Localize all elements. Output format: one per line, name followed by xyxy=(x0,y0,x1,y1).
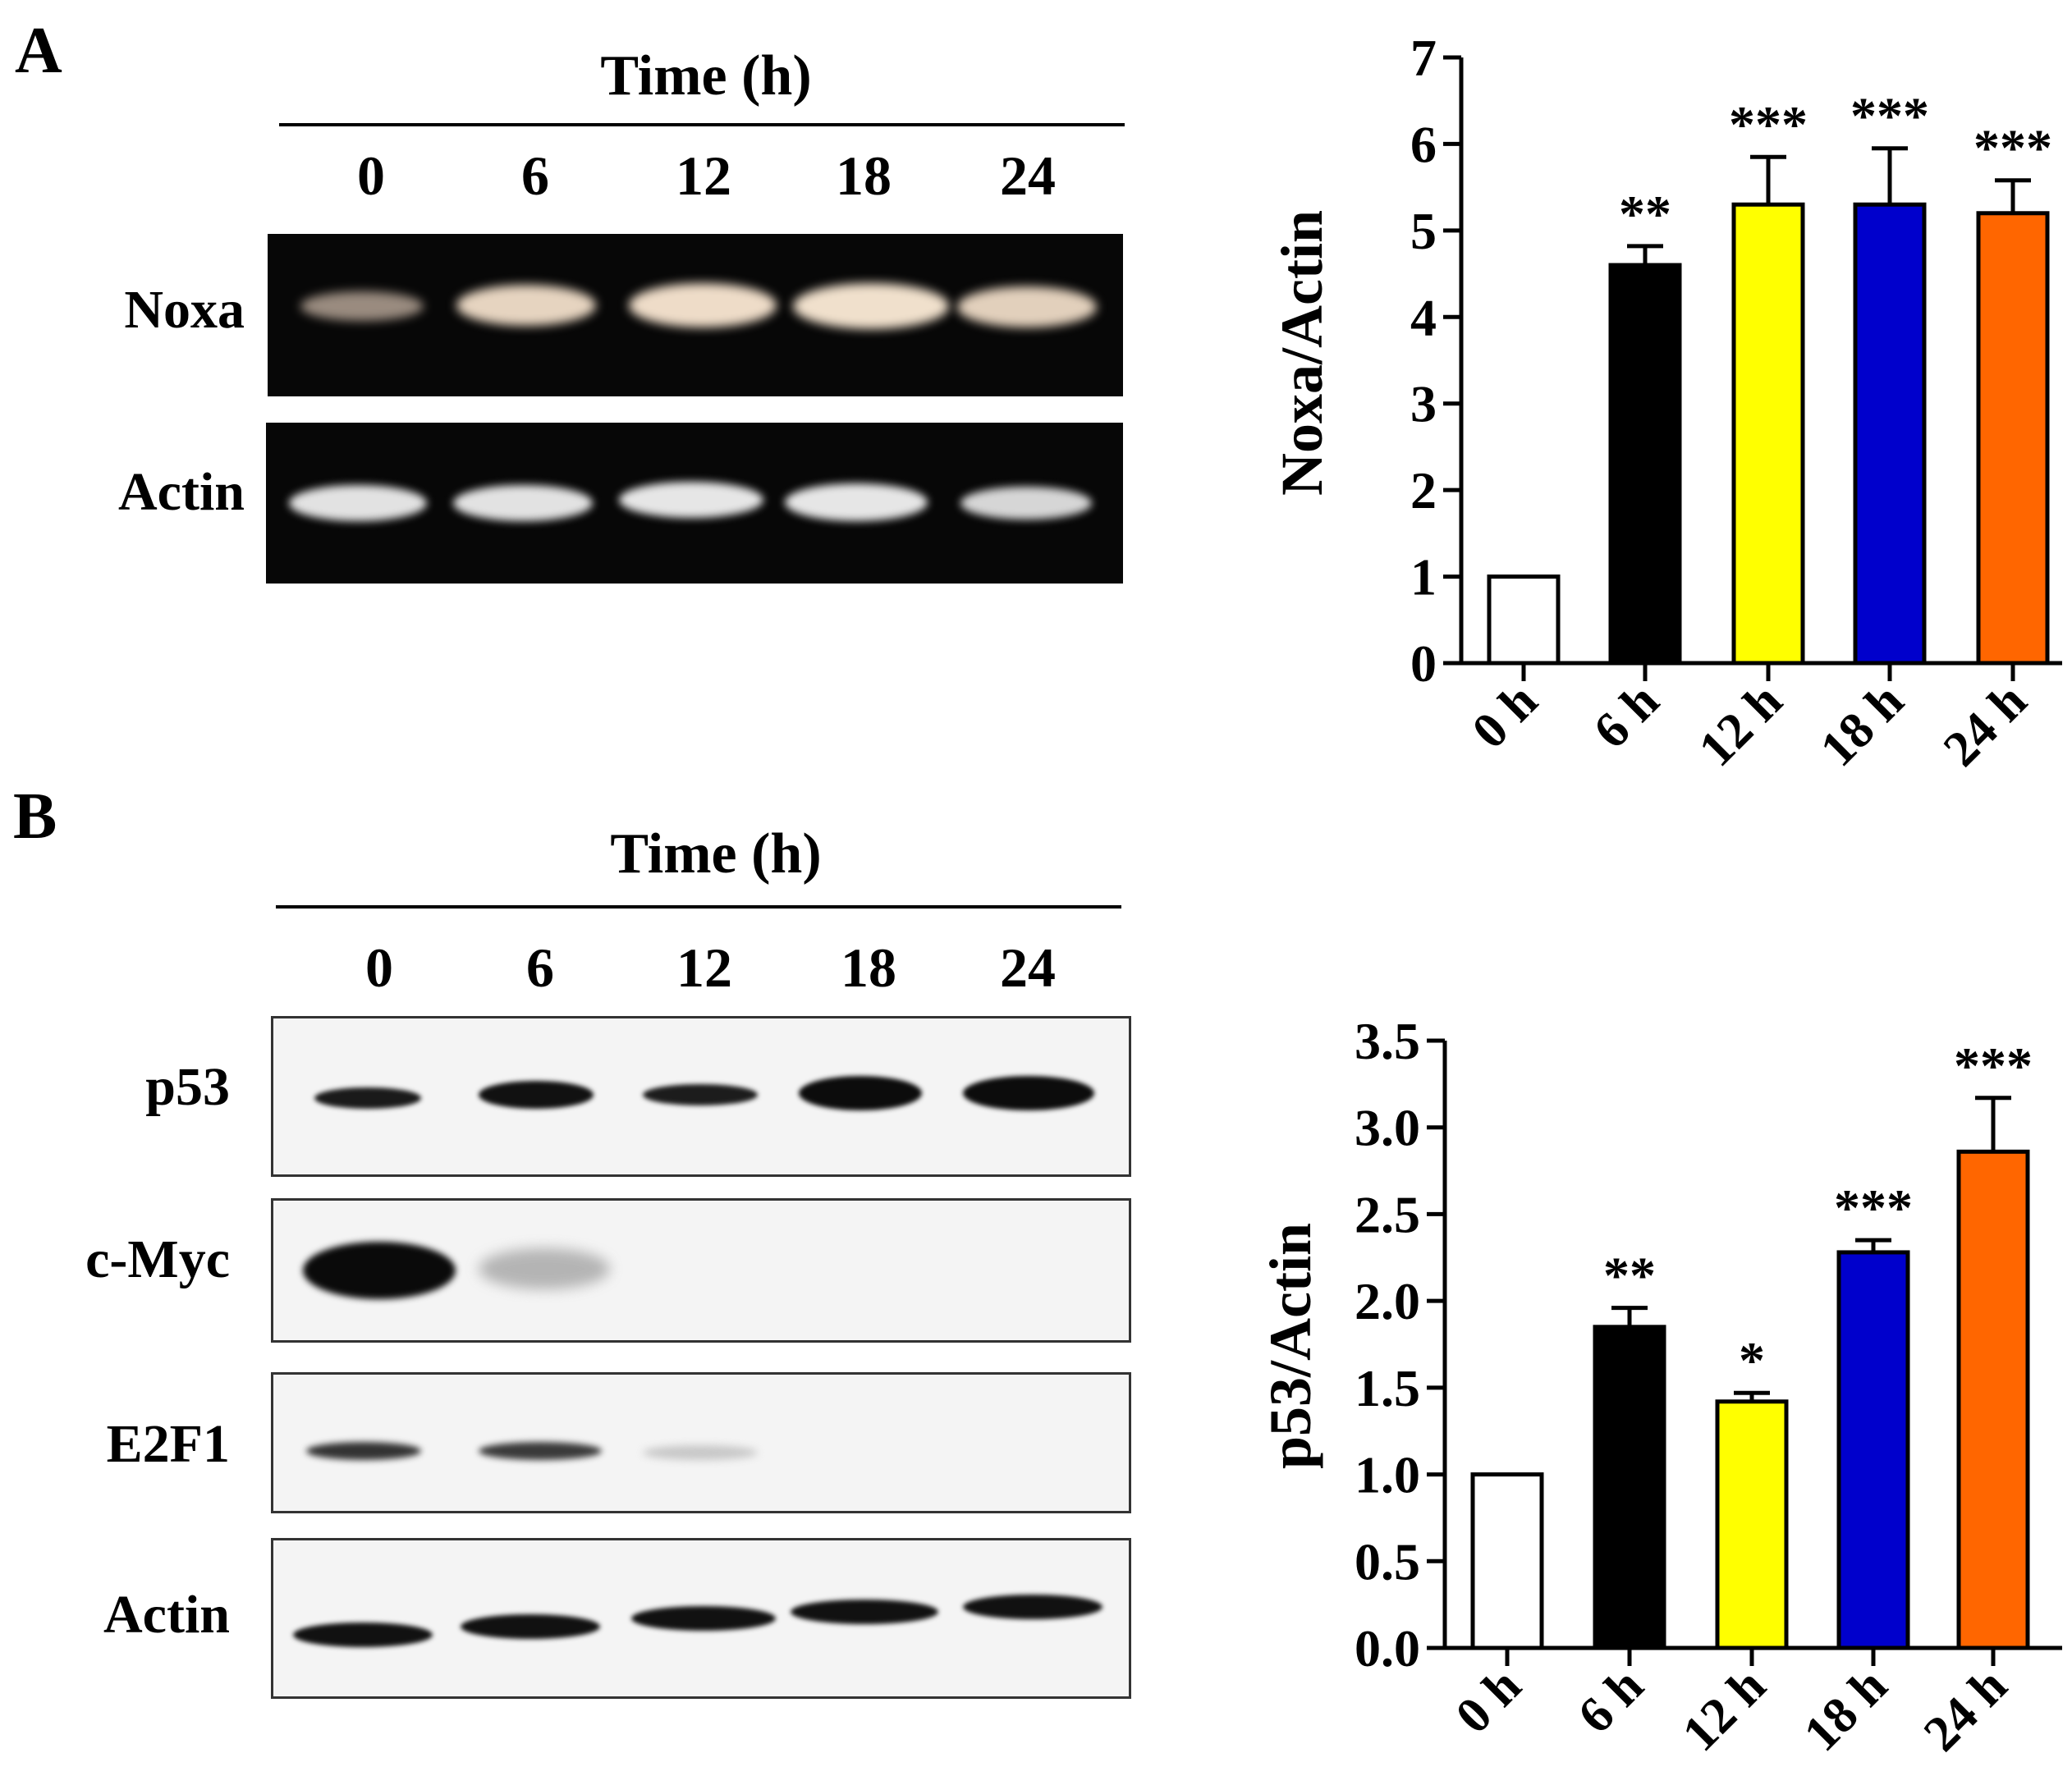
band-actin-b-0 xyxy=(293,1623,433,1647)
p53-significance-label: * xyxy=(1739,1331,1765,1389)
p53-significance-label: *** xyxy=(1834,1179,1913,1237)
band-noxa-6 xyxy=(456,285,596,326)
band-cmyc-6 xyxy=(479,1248,610,1289)
noxa-significance-label: *** xyxy=(1850,87,1929,145)
noxa-category-label: 0 h xyxy=(1462,673,1548,759)
band-e2f1-12 xyxy=(643,1445,758,1460)
band-p53-0 xyxy=(314,1087,421,1109)
lane-label-a-6: 6 xyxy=(521,144,549,207)
p53-bar xyxy=(1956,1149,2030,1650)
lane-label-a-18: 18 xyxy=(836,144,892,207)
p53-category-label: 12 h xyxy=(1672,1658,1776,1762)
band-actin-a-18 xyxy=(785,483,928,521)
p53-y-tick-label: 3.5 xyxy=(1355,1012,1420,1070)
lane-label-b-12: 12 xyxy=(676,936,732,999)
p53-y-tick-label: 1.5 xyxy=(1355,1359,1420,1417)
blot-e2f1 xyxy=(271,1372,1131,1513)
p53-y-tick-label: 0.5 xyxy=(1355,1532,1420,1590)
p53-category-label: 24 h xyxy=(1914,1658,2018,1762)
noxa-y-tick-label: 4 xyxy=(1410,288,1437,346)
band-actin-b-18 xyxy=(791,1600,938,1624)
band-cmyc-0 xyxy=(303,1242,456,1299)
band-p53-6 xyxy=(479,1081,594,1109)
noxa-significance-label: *** xyxy=(1729,95,1808,153)
noxa-y-tick-label: 0 xyxy=(1410,634,1437,693)
row-label-e2f1: E2F1 xyxy=(106,1414,230,1474)
panel-letter-b: B xyxy=(13,780,57,853)
noxa-bar xyxy=(1731,202,1805,666)
p53-bar xyxy=(1593,1325,1666,1650)
lane-label-b-0: 0 xyxy=(365,936,393,999)
lane-label-a-24: 24 xyxy=(1000,144,1056,207)
noxa-bar xyxy=(1853,202,1927,666)
blot-actin-b xyxy=(271,1538,1131,1699)
p53-bar xyxy=(1715,1399,1789,1650)
noxa-y-tick-label: 1 xyxy=(1410,548,1437,606)
noxa-category-label: 12 h xyxy=(1689,673,1793,777)
p53-category-label: 18 h xyxy=(1794,1658,1898,1762)
gel-noxa xyxy=(268,234,1123,396)
time-rule-a xyxy=(279,123,1125,126)
band-actin-a-24 xyxy=(960,487,1092,519)
p53-y-tick-label: 3.0 xyxy=(1355,1099,1420,1157)
band-actin-b-6 xyxy=(461,1614,600,1639)
lane-label-a-0: 0 xyxy=(357,144,385,207)
band-e2f1-6 xyxy=(479,1442,602,1460)
p53-bar xyxy=(1470,1472,1544,1650)
blot-cmyc xyxy=(271,1198,1131,1343)
lane-label-b-24: 24 xyxy=(1000,936,1056,999)
noxa-y-tick-label: 5 xyxy=(1410,202,1437,260)
band-actin-a-6 xyxy=(453,485,593,521)
noxa-significance-label: ** xyxy=(1619,185,1671,243)
noxa-y-tick-label: 2 xyxy=(1410,461,1437,519)
gel-actin-a xyxy=(266,423,1123,584)
noxa-bar xyxy=(1487,574,1561,666)
band-actin-a-12 xyxy=(619,482,763,518)
lane-label-b-18: 18 xyxy=(841,936,896,999)
p53-y-tick-label: 0.0 xyxy=(1355,1619,1420,1677)
time-title-a: Time (h) xyxy=(600,44,812,108)
noxa-category-label: 6 h xyxy=(1584,673,1670,759)
row-label-actin-b: Actin xyxy=(103,1585,230,1645)
noxa-category-label: 18 h xyxy=(1810,673,1914,777)
row-label-noxa: Noxa xyxy=(124,280,245,340)
band-noxa-24 xyxy=(957,286,1097,327)
lane-label-b-6: 6 xyxy=(526,936,554,999)
band-p53-24 xyxy=(963,1076,1094,1110)
band-actin-a-0 xyxy=(289,485,427,521)
p53-significance-label: ** xyxy=(1603,1247,1656,1305)
p53-significance-label: *** xyxy=(1954,1037,2033,1095)
noxa-y-tick-label: 7 xyxy=(1410,29,1437,87)
p53-y-tick-label: 2.5 xyxy=(1355,1185,1420,1243)
panel-letter-a: A xyxy=(15,15,62,87)
noxa-y-tick-label: 6 xyxy=(1410,115,1437,173)
band-noxa-12 xyxy=(629,283,777,327)
p53-category-label: 6 h xyxy=(1568,1658,1654,1744)
p53-y-axis-label: p53/Actin xyxy=(1258,1223,1323,1469)
noxa-y-tick-label: 3 xyxy=(1410,375,1437,433)
noxa-category-label: 24 h xyxy=(1933,673,2038,777)
time-title-b: Time (h) xyxy=(610,822,822,886)
p53-category-label: 0 h xyxy=(1446,1658,1532,1744)
band-p53-18 xyxy=(799,1076,922,1110)
blot-p53 xyxy=(271,1016,1131,1177)
lane-label-a-12: 12 xyxy=(676,144,731,207)
p53-y-tick-label: 2.0 xyxy=(1355,1272,1420,1330)
noxa-y-axis-label: Noxa/Actin xyxy=(1269,210,1335,496)
row-label-p53: p53 xyxy=(145,1057,230,1117)
band-noxa-18 xyxy=(793,283,949,329)
row-label-cmyc: c-Myc xyxy=(85,1229,230,1289)
p53-y-tick-label: 1.0 xyxy=(1355,1446,1420,1504)
time-rule-b xyxy=(276,905,1121,909)
row-label-actin-a: Actin xyxy=(118,462,245,522)
band-noxa-0 xyxy=(300,291,424,321)
p53-bar xyxy=(1836,1250,1910,1650)
noxa-significance-label: *** xyxy=(1973,119,2052,177)
band-p53-12 xyxy=(643,1084,758,1105)
band-e2f1-0 xyxy=(306,1442,421,1460)
band-actin-b-24 xyxy=(963,1595,1102,1619)
noxa-bar xyxy=(1608,263,1682,666)
band-actin-b-12 xyxy=(631,1606,776,1631)
noxa-bar xyxy=(1976,211,2050,666)
